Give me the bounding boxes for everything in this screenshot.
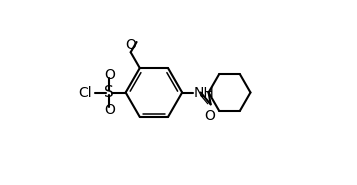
Text: NH: NH [194,85,215,100]
Text: O: O [125,38,136,52]
Text: S: S [104,85,114,100]
Text: Cl: Cl [78,85,92,100]
Text: O: O [204,110,215,123]
Text: O: O [104,103,115,117]
Text: O: O [104,68,115,82]
